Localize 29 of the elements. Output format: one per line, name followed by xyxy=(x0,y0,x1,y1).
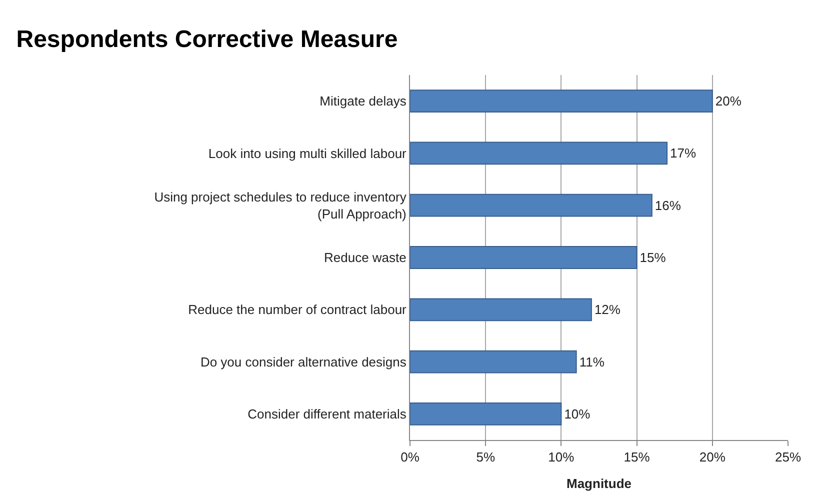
y-tick-label: Consider different materials xyxy=(248,406,407,422)
bar xyxy=(410,142,668,165)
bar xyxy=(410,350,577,374)
data-label: 12% xyxy=(594,302,621,318)
y-tick-label: Reduce waste xyxy=(324,250,406,266)
y-tick-label: Mitigate delays xyxy=(320,94,407,109)
data-label: 20% xyxy=(715,94,742,109)
data-label: 16% xyxy=(654,198,682,213)
x-tick-label: 25% xyxy=(774,450,802,465)
bar xyxy=(410,90,713,113)
x-tick-label: 10% xyxy=(548,450,575,465)
bar xyxy=(410,402,562,426)
data-label: 11% xyxy=(579,354,605,370)
data-label: 15% xyxy=(640,250,666,265)
x-axis-title: Magnitude xyxy=(566,476,632,492)
bar xyxy=(410,194,652,217)
bar xyxy=(410,298,592,322)
y-tick-label: Look into using multi skilled labour xyxy=(208,146,408,161)
data-label: 17% xyxy=(670,146,696,161)
text: Respondents Corrective Measure xyxy=(16,26,398,53)
data-label: 10% xyxy=(564,406,591,422)
y-tick-label: Do you consider alternative designs xyxy=(200,354,407,370)
x-tick-label: 0% xyxy=(400,450,420,465)
bar xyxy=(410,246,638,269)
x-tick-label: 15% xyxy=(624,450,650,465)
x-tick-label: 5% xyxy=(476,450,496,465)
x-tick-label: 20% xyxy=(699,450,726,465)
y-tick-label: Using project schedules to reduce inventory (Pull Approach) xyxy=(154,189,407,222)
y-tick-label: Reduce the number of contract labour xyxy=(188,302,408,318)
